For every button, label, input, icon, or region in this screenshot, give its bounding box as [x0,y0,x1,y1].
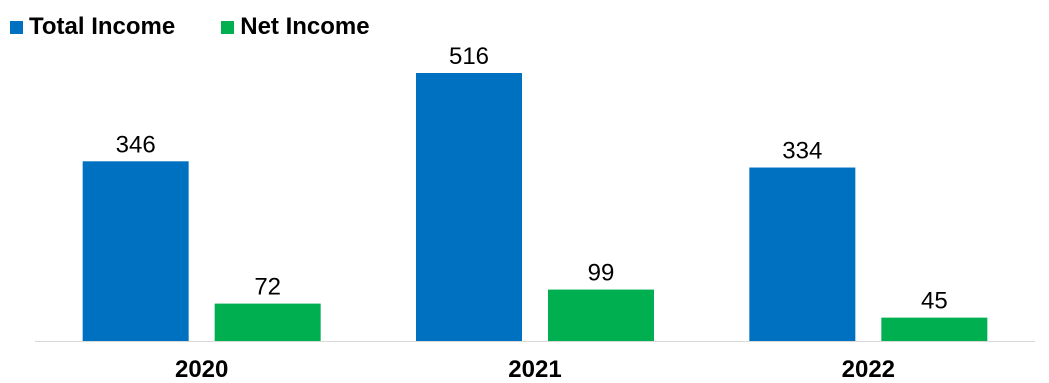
data-label-net-income-2020: 72 [254,274,281,301]
legend-label-net-income: Net Income [240,13,370,40]
bar-net-income-2021 [548,289,654,341]
x-tick-label-2020: 2020 [175,356,228,383]
bar-net-income-2022 [881,317,988,341]
bar-total-income-2020 [82,161,189,341]
legend-swatch-net-income [221,20,235,34]
legend-item-net-income: Net Income [221,12,370,42]
x-tick-label-2021: 2021 [508,356,561,383]
legend-label-total-income: Total Income [29,13,176,40]
legend-swatch-total-income [10,20,23,34]
data-label-net-income-2022: 45 [921,288,948,315]
x-tick-label-2022: 2022 [842,356,895,383]
data-label-total-income-2021: 516 [449,43,489,70]
bar-net-income-2020 [214,303,321,341]
chart-legend: Total Income Net Income [10,12,416,42]
bar-total-income-2022 [749,167,856,341]
bar-total-income-2021 [416,73,522,341]
data-label-total-income-2020: 346 [116,131,156,158]
data-label-net-income-2021: 99 [588,260,615,287]
legend-item-total-income: Total Income [10,12,175,42]
data-label-total-income-2022: 334 [782,138,822,165]
